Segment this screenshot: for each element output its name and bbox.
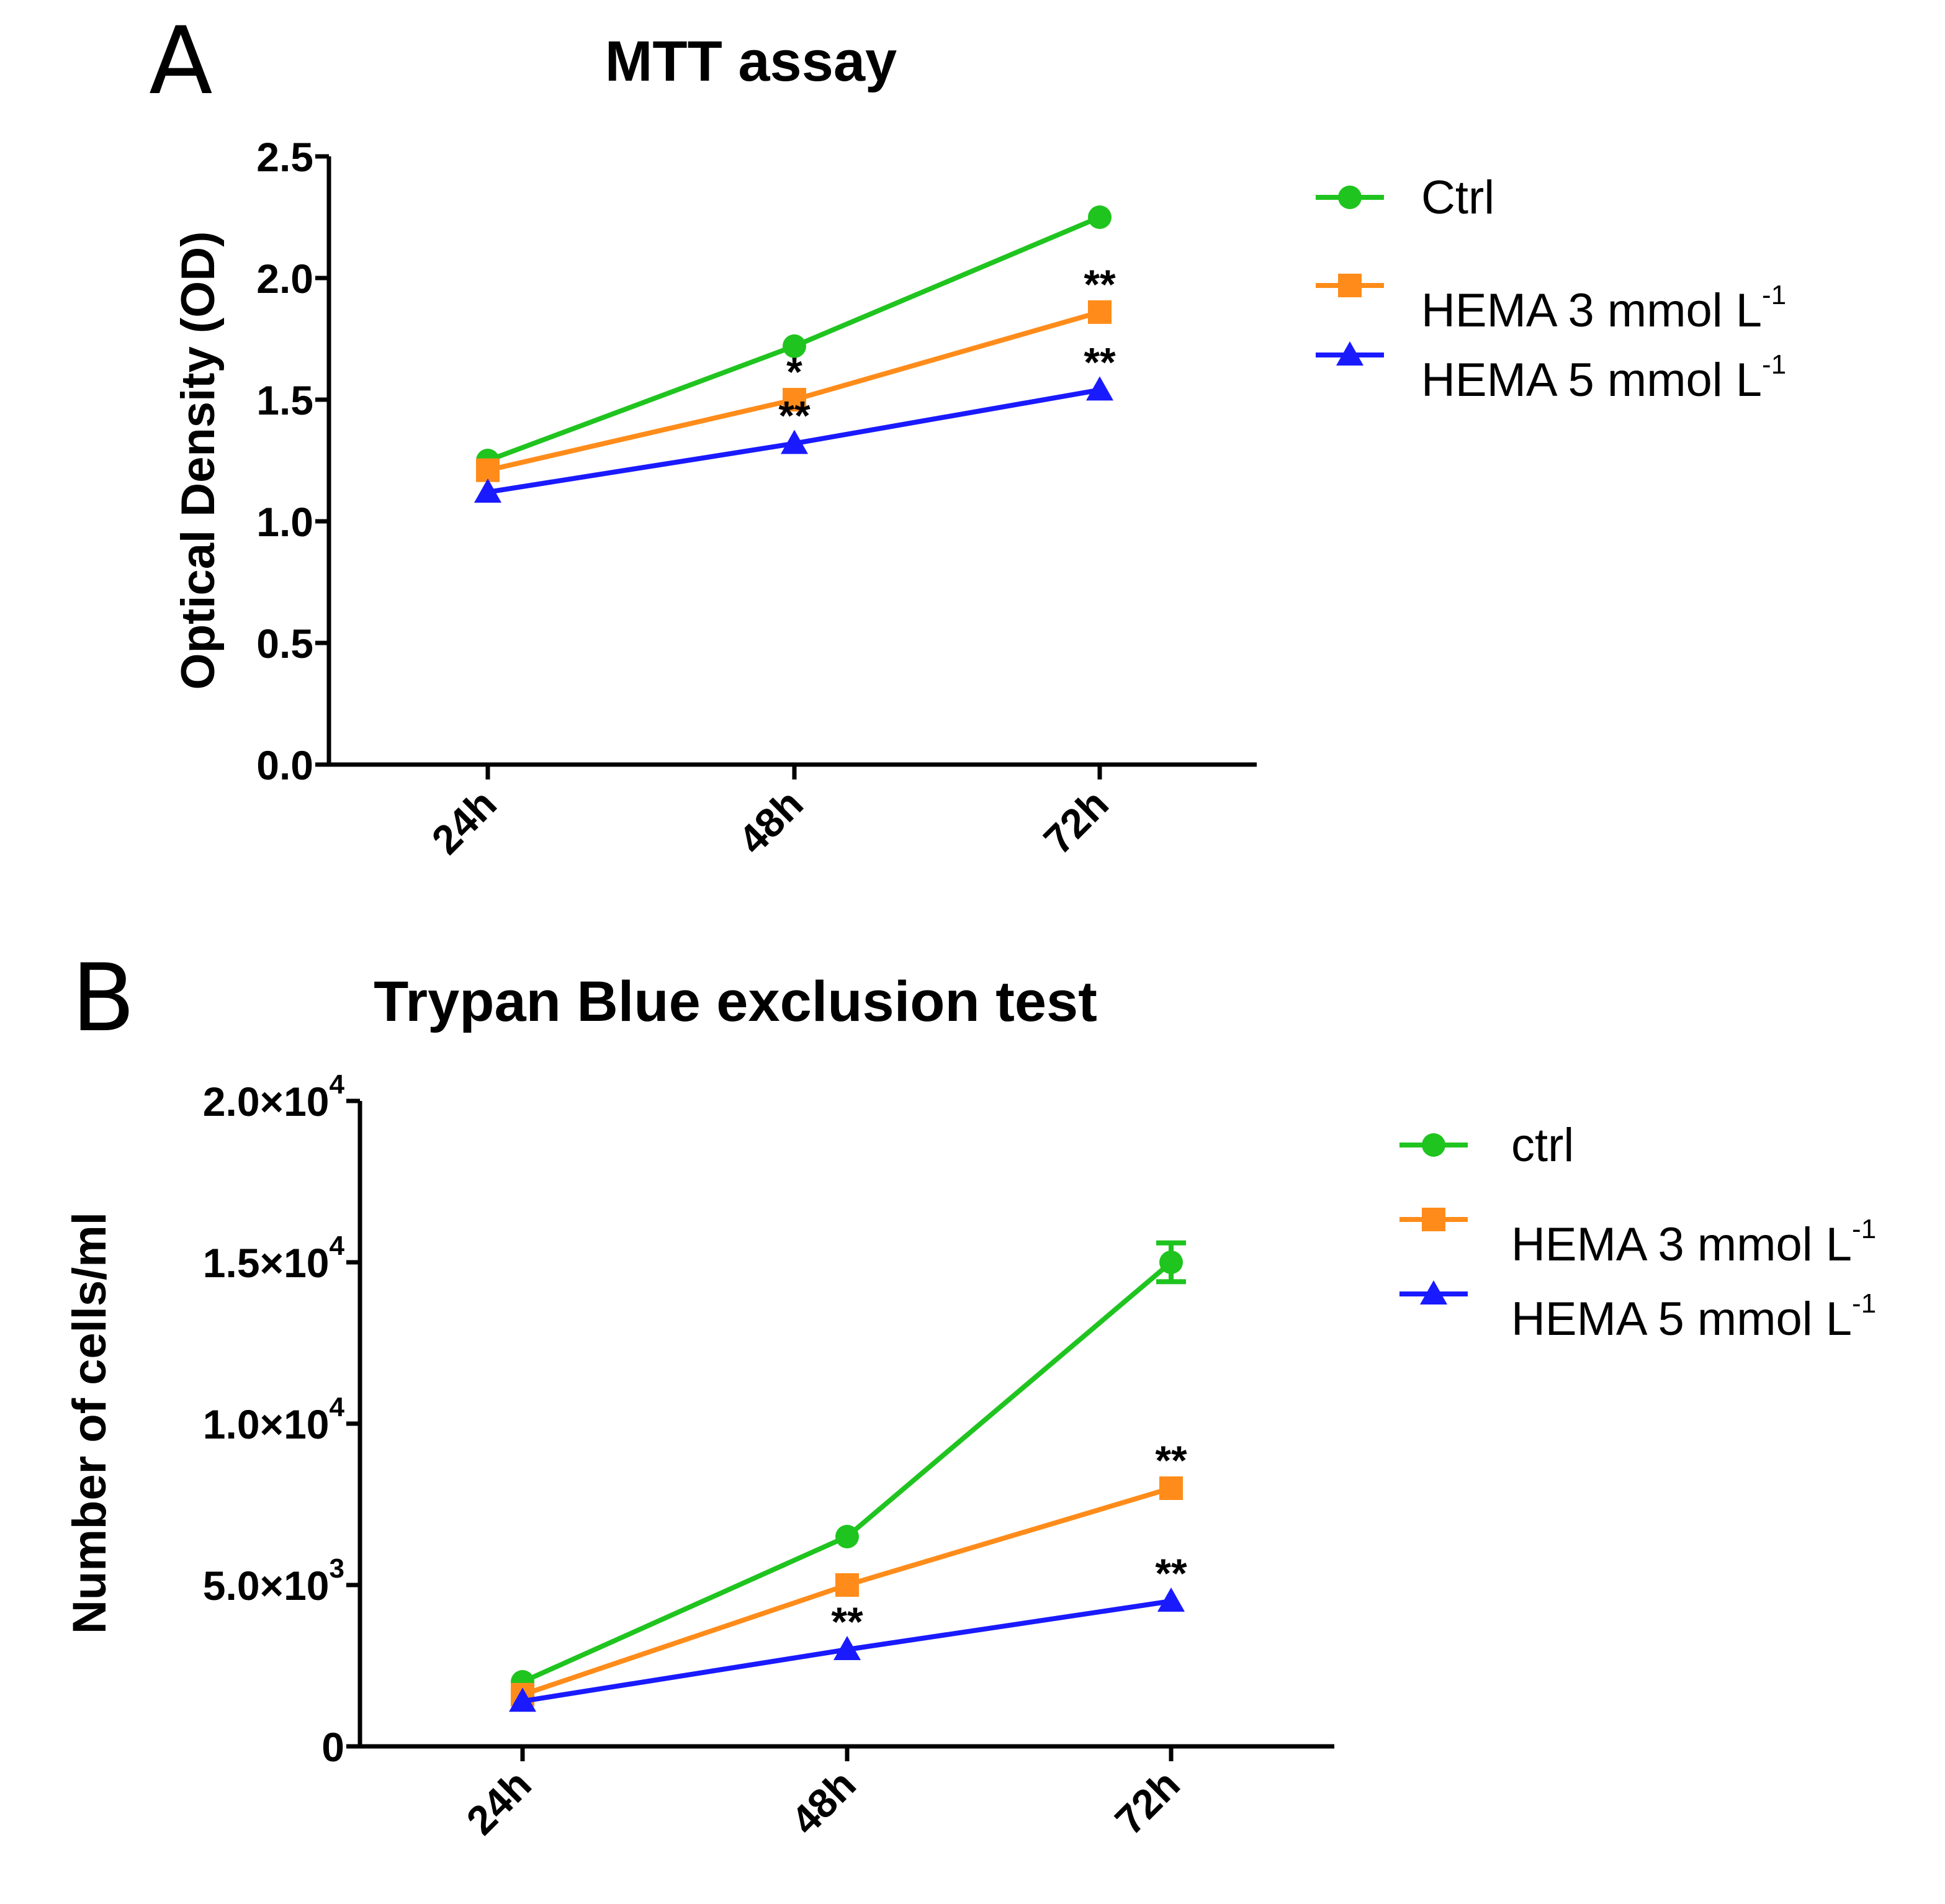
significance-annotation: *: [786, 349, 802, 395]
legend-label-base: HEMA 5 mmol L: [1511, 1293, 1852, 1345]
legend-label: HEMA 5 mmol L-1: [1421, 349, 1786, 406]
chart-title: MTT assay: [605, 30, 897, 93]
y-tick-label: 1.0: [256, 499, 313, 545]
legend-marker: [1338, 186, 1362, 209]
x-tick-label: 48h: [782, 1761, 865, 1844]
legend-marker: [1422, 1208, 1445, 1231]
legend-marker: [1422, 1133, 1445, 1157]
legend-label: HEMA 3 mmol L-1: [1511, 1214, 1876, 1271]
y-tick-label: 0.5: [256, 621, 313, 667]
legend-label-sup: -1: [1762, 280, 1786, 310]
significance-annotation: **: [1155, 1550, 1187, 1596]
y-tick-label-sup: 4: [330, 1231, 345, 1261]
y-tick-label-base: 0: [321, 1724, 344, 1770]
data-point: [476, 458, 500, 482]
significance-annotation: **: [1084, 261, 1116, 307]
significance-annotation: **: [778, 393, 811, 439]
y-tick-label: 5.0×103: [203, 1553, 344, 1609]
y-tick-label: 1.5: [256, 377, 313, 423]
significance-annotation: **: [1155, 1437, 1187, 1483]
panel-a-mtt-assay: A MTT assay Optical Density (OD) 0.0 0.5 1.0 1…: [149, 7, 1786, 863]
data-point: [833, 1636, 861, 1660]
y-tick-label: 0: [321, 1724, 344, 1770]
y-tick-label-base: 2.0: [256, 256, 313, 302]
legend-label-base: HEMA 5 mmol L: [1421, 354, 1762, 406]
significance-annotation: **: [1084, 339, 1116, 385]
x-tick-label: 24h: [457, 1761, 540, 1844]
y-tick-label-sup: 3: [330, 1553, 344, 1584]
data-point: [1086, 376, 1113, 401]
data-point: [835, 1525, 859, 1548]
data-point: [474, 478, 501, 503]
significance-annotation: **: [831, 1599, 863, 1645]
data-point: [783, 334, 806, 358]
data-point: [1159, 1476, 1183, 1500]
data-point: [835, 1573, 859, 1597]
legend-label-base: HEMA 3 mmol L: [1511, 1218, 1852, 1271]
panel-b-trypan-blue: B Trypan Blue exclusion test Number of cel…: [63, 945, 1876, 1843]
x-tick-label: 72h: [1106, 1761, 1188, 1844]
y-tick-label: 0.0: [256, 742, 313, 788]
legend-label-base: Ctrl: [1421, 171, 1494, 224]
legend-label: HEMA 3 mmol L-1: [1421, 280, 1786, 337]
y-tick-label: 1.0×104: [203, 1392, 345, 1447]
data-point: [781, 429, 808, 454]
data-point: [1159, 1251, 1183, 1274]
y-tick-label-base: 5.0×10: [203, 1563, 330, 1609]
legend-label-sup: -1: [1852, 1214, 1876, 1244]
legend-marker: [1420, 1280, 1447, 1305]
chart-title: Trypan Blue exclusion test: [374, 970, 1097, 1033]
legend-label: ctrl: [1511, 1119, 1574, 1172]
legend-marker: [1336, 341, 1363, 366]
legend-label-base: ctrl: [1511, 1119, 1574, 1172]
y-tick-label: 1.5×104: [203, 1231, 345, 1286]
y-tick-label-base: 1.0: [256, 499, 313, 545]
y-tick-label-base: 0.0: [256, 742, 313, 788]
y-tick-label-base: 1.5: [256, 377, 313, 423]
data-point: [509, 1687, 536, 1712]
data-point: [1088, 300, 1112, 324]
legend-marker: [1338, 274, 1362, 297]
y-tick-label-sup: 4: [330, 1069, 345, 1100]
y-axis-title: Optical Density (OD): [172, 231, 225, 690]
x-tick-label: 24h: [423, 781, 505, 863]
data-point: [1157, 1587, 1185, 1612]
legend-label-sup: -1: [1852, 1288, 1876, 1319]
panel-letter: A: [149, 7, 213, 115]
y-tick-label-base: 2.5: [256, 134, 313, 180]
y-tick-label-base: 0.5: [256, 621, 313, 667]
x-tick-label: 72h: [1035, 781, 1117, 863]
data-point: [783, 388, 806, 411]
legend-label-sup: -1: [1762, 349, 1786, 380]
y-tick-label: 2.5: [256, 134, 313, 180]
panel-letter: B: [71, 945, 135, 1053]
legend-label-base: HEMA 3 mmol L: [1421, 284, 1762, 337]
x-tick-label: 48h: [729, 781, 812, 863]
y-tick-label-base: 1.5×10: [203, 1240, 330, 1286]
y-tick-label: 2.0: [256, 256, 313, 302]
legend-label: HEMA 5 mmol L-1: [1511, 1288, 1876, 1345]
y-tick-label: 2.0×104: [203, 1069, 345, 1125]
legend-label: Ctrl: [1421, 171, 1494, 224]
y-tick-label-base: 2.0×10: [203, 1079, 330, 1125]
y-axis-title: Number of cells/ml: [63, 1212, 116, 1634]
y-tick-label-base: 1.0×10: [203, 1401, 330, 1447]
data-point: [1088, 205, 1112, 229]
y-tick-label-sup: 4: [330, 1392, 345, 1422]
